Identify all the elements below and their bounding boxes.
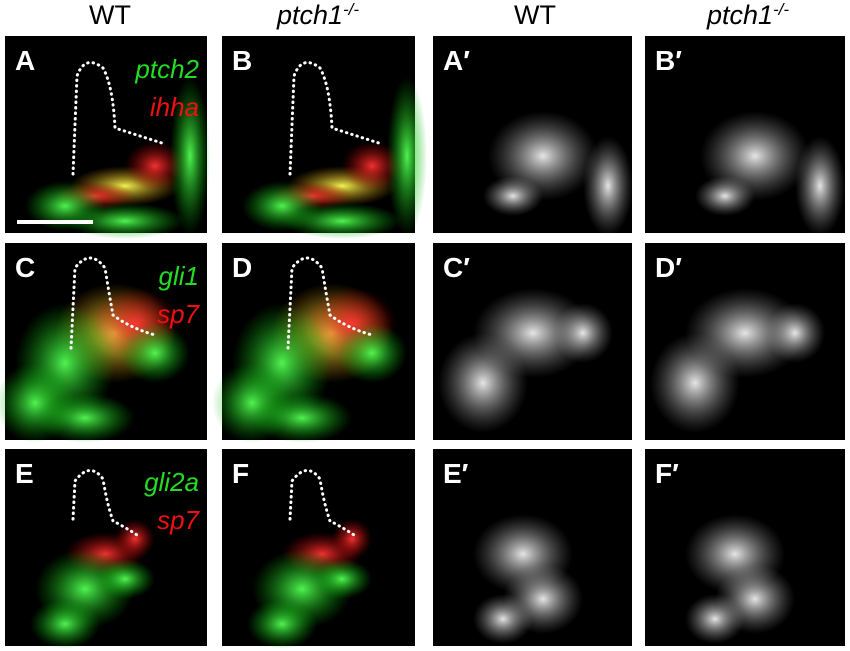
- panel-letter: D′: [655, 252, 682, 283]
- signal: [125, 141, 185, 191]
- signal: [483, 176, 543, 216]
- panel-letter: F: [232, 458, 249, 489]
- panel-letter: D: [232, 252, 252, 283]
- panel: E′: [433, 449, 632, 646]
- column-header: ptch1-/-: [706, 0, 789, 30]
- outline: [286, 256, 374, 350]
- signal: [553, 303, 613, 363]
- signal: [685, 594, 745, 644]
- signal: [115, 519, 155, 559]
- red-label: ihha: [150, 92, 199, 122]
- column-header: WT: [514, 0, 556, 30]
- panel: B′: [645, 36, 845, 236]
- panel-letter: E: [15, 458, 34, 489]
- outline: [288, 61, 384, 176]
- panel-letter: B: [232, 45, 252, 76]
- header-superscript: -/-: [773, 0, 789, 19]
- column-header: ptch1-/-: [276, 0, 359, 30]
- panel-letter: B′: [655, 45, 682, 76]
- signal: [332, 519, 372, 559]
- signal: [473, 594, 533, 644]
- signal: [795, 136, 845, 236]
- panel-letter: C: [15, 252, 35, 283]
- header-text: ptch1: [706, 0, 773, 30]
- panel: D′: [645, 243, 845, 440]
- panel: D: [212, 243, 415, 443]
- panel-letter: E′: [443, 458, 469, 489]
- outline: [288, 469, 356, 537]
- signal: [282, 203, 402, 239]
- green-label: gli1: [159, 261, 199, 291]
- panel-letter: A: [15, 45, 35, 76]
- signal: [438, 333, 528, 433]
- signal: [312, 559, 372, 599]
- signal: [387, 76, 427, 236]
- signal: [342, 141, 402, 191]
- column-header: WT: [89, 0, 131, 30]
- signal: [30, 599, 100, 649]
- green-label: ptch2: [134, 54, 199, 84]
- header-text: WT: [514, 0, 556, 30]
- red-label: sp7: [157, 299, 200, 329]
- outline: [69, 256, 157, 350]
- panel-letter: A′: [443, 45, 470, 76]
- signal: [695, 176, 755, 216]
- signal: [765, 303, 825, 363]
- signal: [247, 599, 317, 649]
- signal: [95, 559, 155, 599]
- signal: [252, 393, 352, 443]
- panel: B: [222, 36, 427, 239]
- header-superscript: -/-: [343, 0, 359, 19]
- panel-letter: F′: [655, 458, 679, 489]
- header-text: ptch1: [276, 0, 343, 30]
- signal: [65, 203, 185, 239]
- signal: [120, 323, 190, 383]
- panel: C′: [433, 243, 632, 440]
- signal: [170, 76, 210, 236]
- signal: [35, 393, 135, 443]
- panel: F: [222, 449, 415, 649]
- signal: [650, 333, 740, 433]
- signal: [337, 323, 407, 383]
- header-text: WT: [89, 0, 131, 30]
- outline: [71, 469, 139, 537]
- green-label: gli2a: [144, 467, 199, 497]
- panel: A′: [433, 36, 633, 236]
- signal: [583, 136, 633, 236]
- panel-letter: C′: [443, 252, 470, 283]
- outline: [71, 61, 167, 176]
- panel: F′: [645, 449, 845, 646]
- red-label: sp7: [157, 505, 200, 535]
